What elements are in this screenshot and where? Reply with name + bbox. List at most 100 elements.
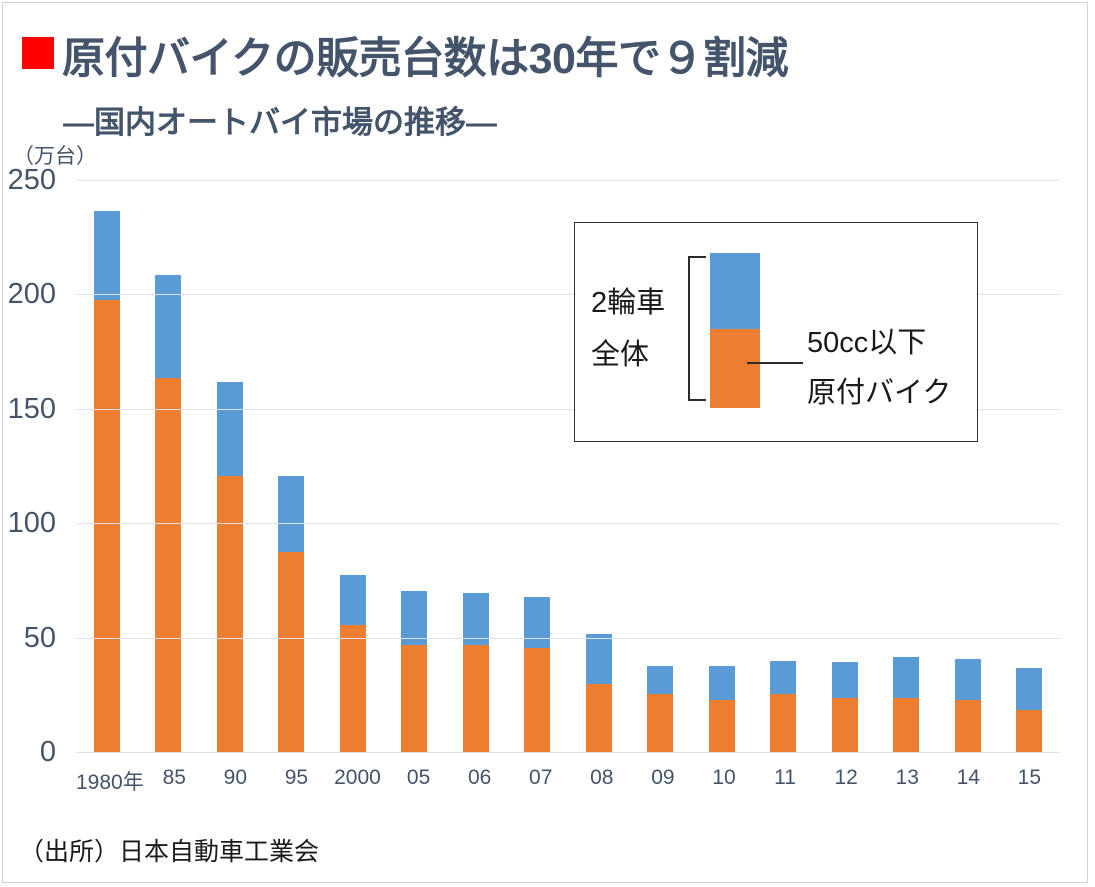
stacked-bar-14: [954, 659, 981, 753]
title-bullet-square-icon: [22, 37, 54, 69]
bar-segment-moped-1980年: [93, 299, 120, 753]
legend-sample-bar-blue-segment: [710, 253, 760, 329]
y-axis-unit-label: （万台）: [13, 145, 97, 168]
bar-slot-15: [999, 181, 1061, 753]
bar-segment-total-10: [708, 666, 735, 701]
bar-segment-moped-12: [831, 698, 858, 753]
x-axis-tick-15: 15: [1017, 766, 1042, 789]
gridline-50: [76, 637, 1060, 639]
source-attribution: （出所）日本自動車工業会: [19, 838, 320, 866]
stacked-bar-09: [647, 666, 674, 753]
bar-slot-06: [445, 181, 507, 753]
gridline-200: [76, 294, 1060, 296]
bar-segment-moped-11: [770, 693, 797, 753]
stacked-bar-08: [585, 634, 612, 753]
bar-series-container: [76, 181, 1060, 753]
bar-segment-total-09: [647, 666, 674, 694]
x-axis-tick-2000: 2000: [334, 766, 381, 789]
bar-slot-09: [630, 181, 692, 753]
x-axis-labels: 1980年 85 90 95 2000 05 06 07 08 09 10 11 12 13 14 15: [76, 766, 1060, 796]
stacked-bar-10: [708, 666, 735, 753]
bar-slot-95: [261, 181, 323, 753]
stacked-bar-15: [1016, 668, 1043, 753]
bar-segment-total-11: [770, 661, 797, 694]
bar-segment-total-2000: [339, 574, 366, 625]
bar-segment-moped-2000: [339, 624, 366, 753]
legend-sample-bar-orange-segment: [710, 329, 760, 408]
stacked-bar-85: [155, 274, 182, 753]
bar-segment-moped-09: [647, 693, 674, 753]
legend-sample-bar: [710, 253, 760, 408]
x-axis-tick-12: 12: [834, 766, 858, 789]
stacked-bar-06: [462, 592, 489, 753]
bar-segment-moped-08: [585, 684, 612, 753]
x-axis-tick-1980年: 1980年: [76, 771, 144, 794]
legend-total-label-line2: 全体: [591, 339, 650, 371]
bar-segment-total-85: [155, 274, 182, 378]
x-axis-tick-07: 07: [529, 766, 553, 789]
bar-segment-moped-90: [216, 476, 243, 753]
stacked-bar-95: [278, 476, 305, 753]
bar-segment-total-15: [1016, 668, 1043, 710]
bar-segment-total-1980年: [93, 210, 120, 300]
legend-bracket-icon: [688, 256, 706, 401]
x-axis-tick-05: 05: [406, 766, 431, 789]
bar-slot-1980年: [76, 181, 138, 753]
stacked-bar-05: [401, 590, 428, 753]
legend-moped-label-line2: 原付バイク: [807, 377, 952, 409]
bar-slot-85: [138, 181, 200, 753]
x-axis-tick-85: 85: [162, 766, 186, 789]
gridline-150: [76, 408, 1060, 410]
y-axis-tick-200: 200: [7, 278, 56, 311]
bar-segment-moped-14: [954, 700, 981, 753]
stacked-bar-90: [216, 382, 243, 753]
bar-segment-moped-15: [1016, 709, 1043, 753]
chart-plot-area: [76, 180, 1060, 753]
x-axis-tick-06: 06: [467, 766, 492, 789]
x-axis-tick-13: 13: [895, 766, 919, 789]
bar-slot-13: [876, 181, 938, 753]
bar-slot-08: [568, 181, 630, 753]
stacked-bar-13: [893, 656, 920, 753]
legend-total-label-line1: 2輪車: [591, 287, 666, 319]
bar-segment-total-08: [585, 634, 612, 685]
x-axis-tick-10: 10: [712, 766, 736, 789]
page-title: 原付バイクの販売台数は30年で９割減: [62, 35, 788, 83]
bar-segment-moped-13: [893, 698, 920, 753]
bar-segment-total-90: [216, 382, 243, 477]
bar-segment-total-06: [462, 592, 489, 646]
bar-segment-moped-06: [462, 645, 489, 753]
gridline-100: [76, 523, 1060, 525]
y-axis-tick-250: 250: [7, 164, 56, 196]
y-axis-tick-100: 100: [7, 507, 56, 540]
bar-segment-total-05: [401, 590, 428, 646]
legend-connector-line: [747, 362, 803, 364]
stacked-bar-12: [831, 661, 858, 753]
legend-moped-label-line1: 50cc以下: [807, 327, 927, 359]
bar-segment-total-14: [954, 659, 981, 701]
x-axis-tick-08: 08: [590, 766, 614, 789]
y-axis-tick-150: 150: [7, 392, 56, 425]
bar-slot-90: [199, 181, 261, 753]
bar-segment-total-95: [278, 476, 305, 552]
page-subtitle: —国内オートバイ市場の推移—: [63, 105, 497, 140]
x-axis-tick-90: 90: [223, 766, 248, 789]
bar-slot-2000: [322, 181, 384, 753]
y-axis-tick-0: 0: [39, 736, 56, 768]
bar-slot-05: [384, 181, 446, 753]
chart-legend: 2輪車 全体 50cc以下 原付バイク: [574, 222, 978, 442]
stacked-bar-1980年: [93, 210, 120, 753]
bar-segment-moped-05: [401, 645, 428, 753]
bar-slot-14: [937, 181, 999, 753]
bar-slot-12: [814, 181, 876, 753]
bar-segment-moped-07: [524, 647, 551, 753]
y-axis-tick-50: 50: [23, 621, 56, 654]
bar-segment-moped-95: [278, 551, 305, 753]
bar-segment-total-12: [831, 661, 858, 699]
stacked-bar-2000: [339, 574, 366, 753]
bar-segment-moped-85: [155, 377, 182, 753]
bar-slot-10: [691, 181, 753, 753]
stacked-bar-07: [524, 597, 551, 753]
gridline-250: [76, 180, 1060, 181]
bar-segment-total-07: [524, 597, 551, 648]
